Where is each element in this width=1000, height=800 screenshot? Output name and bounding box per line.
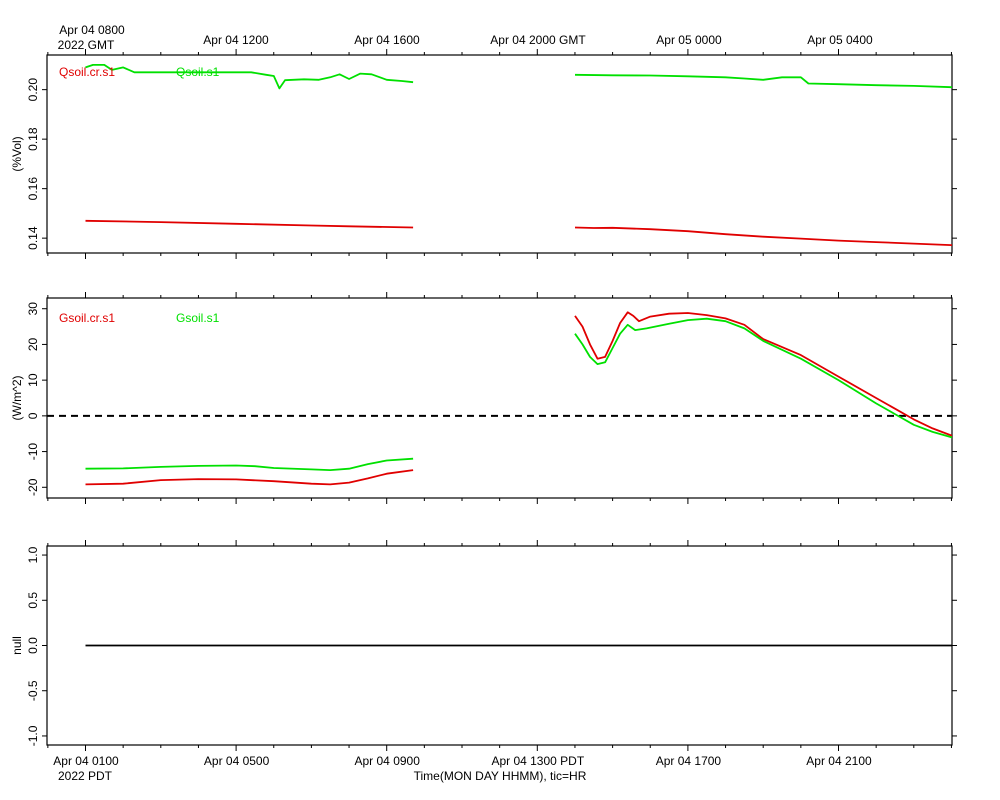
y-tick-label: -20	[26, 478, 40, 496]
y-tick-label: 0	[26, 412, 40, 419]
y-tick-label: 0.18	[26, 127, 40, 151]
legend-entry: Qsoil.s1	[176, 65, 220, 79]
y-tick-label: -10	[26, 443, 40, 461]
y-tick-label: 30	[26, 302, 40, 316]
legend-entry: Qsoil.cr.s1	[59, 65, 115, 79]
y-tick-label: 0.16	[26, 177, 40, 201]
y-tick-label: -1.0	[26, 725, 40, 746]
plot-frame	[46, 297, 953, 499]
series-line-Gsoil.s1	[574, 317, 952, 439]
top-year-label: 2022 GMT	[58, 38, 115, 52]
bottom-time-label: Apr 04 0900	[355, 754, 421, 768]
bottom-time-label: Apr 04 0100	[53, 754, 119, 768]
chart-panel-3: -1.0 -0.5 0.0 0.5 1.0 null	[10, 540, 957, 751]
y-tick-label: 20	[26, 337, 40, 351]
y-axis-label: (%Vol)	[10, 136, 24, 171]
chart-panel-2: -20 -10 0 10 20 30 (W/m^2) Gsoil.cr.s1 Gsoil.s1	[10, 292, 957, 504]
series-line-Gsoil.s1	[85, 457, 414, 471]
bottom-time-label: Apr 04 0500	[204, 754, 270, 768]
y-axis-label: null	[10, 636, 24, 655]
top-time-label: Apr 04 1200	[203, 33, 269, 47]
chart-panel-1: 0.14 0.16 0.18 0.20 (%Vol) Qsoil.cr.s1 Qsoil.s…	[10, 49, 957, 259]
series-line-Qsoil.s1	[574, 73, 952, 89]
series-line-Gsoil.cr.s1	[574, 311, 952, 437]
top-time-label: Apr 05 0000	[656, 33, 722, 47]
top-time-label: Apr 04 0800	[59, 23, 125, 37]
y-tick-label: 1.0	[26, 546, 40, 563]
bottom-time-label: Apr 04 1300 PDT	[491, 754, 584, 768]
series-line-Qsoil.cr.s1	[85, 219, 414, 229]
y-axis-label: (W/m^2)	[10, 376, 24, 421]
x-axis-title: Time(MON DAY HHMM), tic=HR	[414, 769, 587, 783]
y-tick-label: 0.20	[26, 78, 40, 102]
series-line-Qsoil.s1	[85, 64, 414, 90]
bottom-time-label: Apr 04 1700	[656, 754, 722, 768]
top-time-label: Apr 04 1600	[354, 33, 420, 47]
series-line-Qsoil.cr.s1	[574, 226, 952, 247]
bottom-time-label: Apr 04 2100	[806, 754, 872, 768]
bottom-year-label: 2022 PDT	[58, 769, 113, 783]
y-tick-label: 10	[26, 373, 40, 387]
series-line-Gsoil.cr.s1	[85, 469, 414, 486]
legend-entry: Gsoil.cr.s1	[59, 311, 115, 325]
legend-entry: Gsoil.s1	[176, 311, 220, 325]
top-time-label: Apr 05 0400	[807, 33, 873, 47]
y-tick-label: -0.5	[26, 680, 40, 701]
y-tick-label: 0.0	[26, 637, 40, 654]
y-tick-label: 0.14	[26, 226, 40, 250]
top-time-label: Apr 04 2000 GMT	[490, 33, 586, 47]
y-tick-label: 0.5	[26, 592, 40, 609]
